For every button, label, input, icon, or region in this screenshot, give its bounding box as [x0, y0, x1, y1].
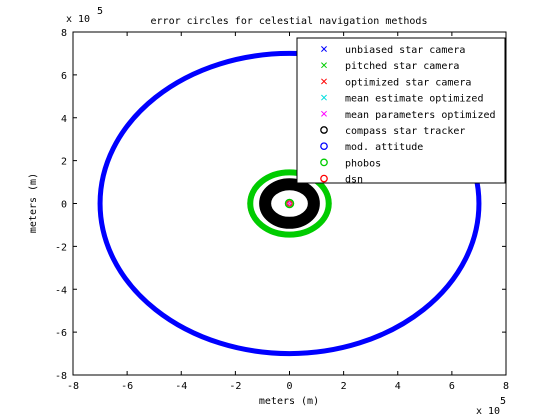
legend-entry-1: pitched star camera [345, 61, 459, 72]
y-tick-label: 2 [61, 157, 67, 168]
y-tick-label: 4 [61, 114, 67, 125]
legend-entry-4: mean parameters optimized [345, 110, 496, 121]
chart-title: error circles for celestial navigation m… [151, 16, 428, 27]
x-tick-label: -2 [229, 381, 241, 392]
x-tick-label: 0 [286, 381, 292, 392]
legend-entry-2: optimized star camera [345, 77, 471, 88]
x-tick-label: -8 [67, 381, 79, 392]
legend-marker-0 [321, 46, 327, 52]
legend-marker-1 [321, 62, 327, 69]
legend-marker-6 [320, 142, 328, 151]
x-multiplier-exp: 5 [500, 396, 506, 407]
legend-marker-3 [321, 94, 327, 101]
legend-entry-7: phobos [345, 158, 381, 169]
legend-entry-3: mean estimate optimized [345, 94, 483, 105]
x-tick-label: 2 [341, 381, 347, 392]
legend-marker-8 [320, 174, 328, 183]
legend-marker-5 [320, 126, 328, 134]
y-tick-label: 8 [61, 28, 67, 39]
center-marker-green [284, 198, 295, 209]
y-tick-label: 0 [61, 200, 67, 211]
series-circle-5 [259, 178, 320, 229]
y-multiplier-base: x 10 [66, 14, 90, 25]
center-point-4 [287, 201, 292, 206]
x-tick-label: 6 [449, 381, 455, 392]
y-multiplier-exp: 5 [97, 6, 103, 17]
axis-ticks: -8 -6 -4 -2 0 2 4 6 8 8 6 4 2 0 -2 -4 -6 -8 [55, 28, 509, 392]
legend-marker-4 [321, 110, 327, 117]
y-tick-label: 6 [61, 71, 67, 82]
y-tick-label: -4 [55, 285, 67, 296]
series-circle-7 [247, 169, 332, 238]
x-tick-label: 4 [395, 381, 401, 392]
y-tick-label: -6 [55, 328, 67, 339]
legend-entry-8: dsn [345, 175, 363, 186]
y-tick-label: -2 [55, 242, 67, 253]
legend-entry-5: compass star tracker [345, 126, 465, 137]
legend-entry-6: mod. attitude [345, 142, 423, 153]
legend-marker-2 [321, 78, 327, 85]
series-circle-6 [97, 50, 482, 357]
y-tick-label: -8 [55, 371, 67, 382]
x-axis-label: meters (m) [259, 396, 319, 407]
legend: unbiased star camera pitched star camera o… [296, 37, 506, 186]
x-tick-label: -6 [121, 381, 133, 392]
x-tick-label: -4 [175, 381, 187, 392]
y-axis-label: meters (m) [28, 173, 39, 233]
center-marker-red [286, 200, 293, 207]
legend-entry-0: unbiased star camera [345, 45, 465, 56]
legend-marker-7 [320, 158, 328, 167]
x-tick-label: 8 [503, 381, 509, 392]
legend-box [296, 37, 506, 184]
x-multiplier-base: x 10 [476, 406, 500, 417]
